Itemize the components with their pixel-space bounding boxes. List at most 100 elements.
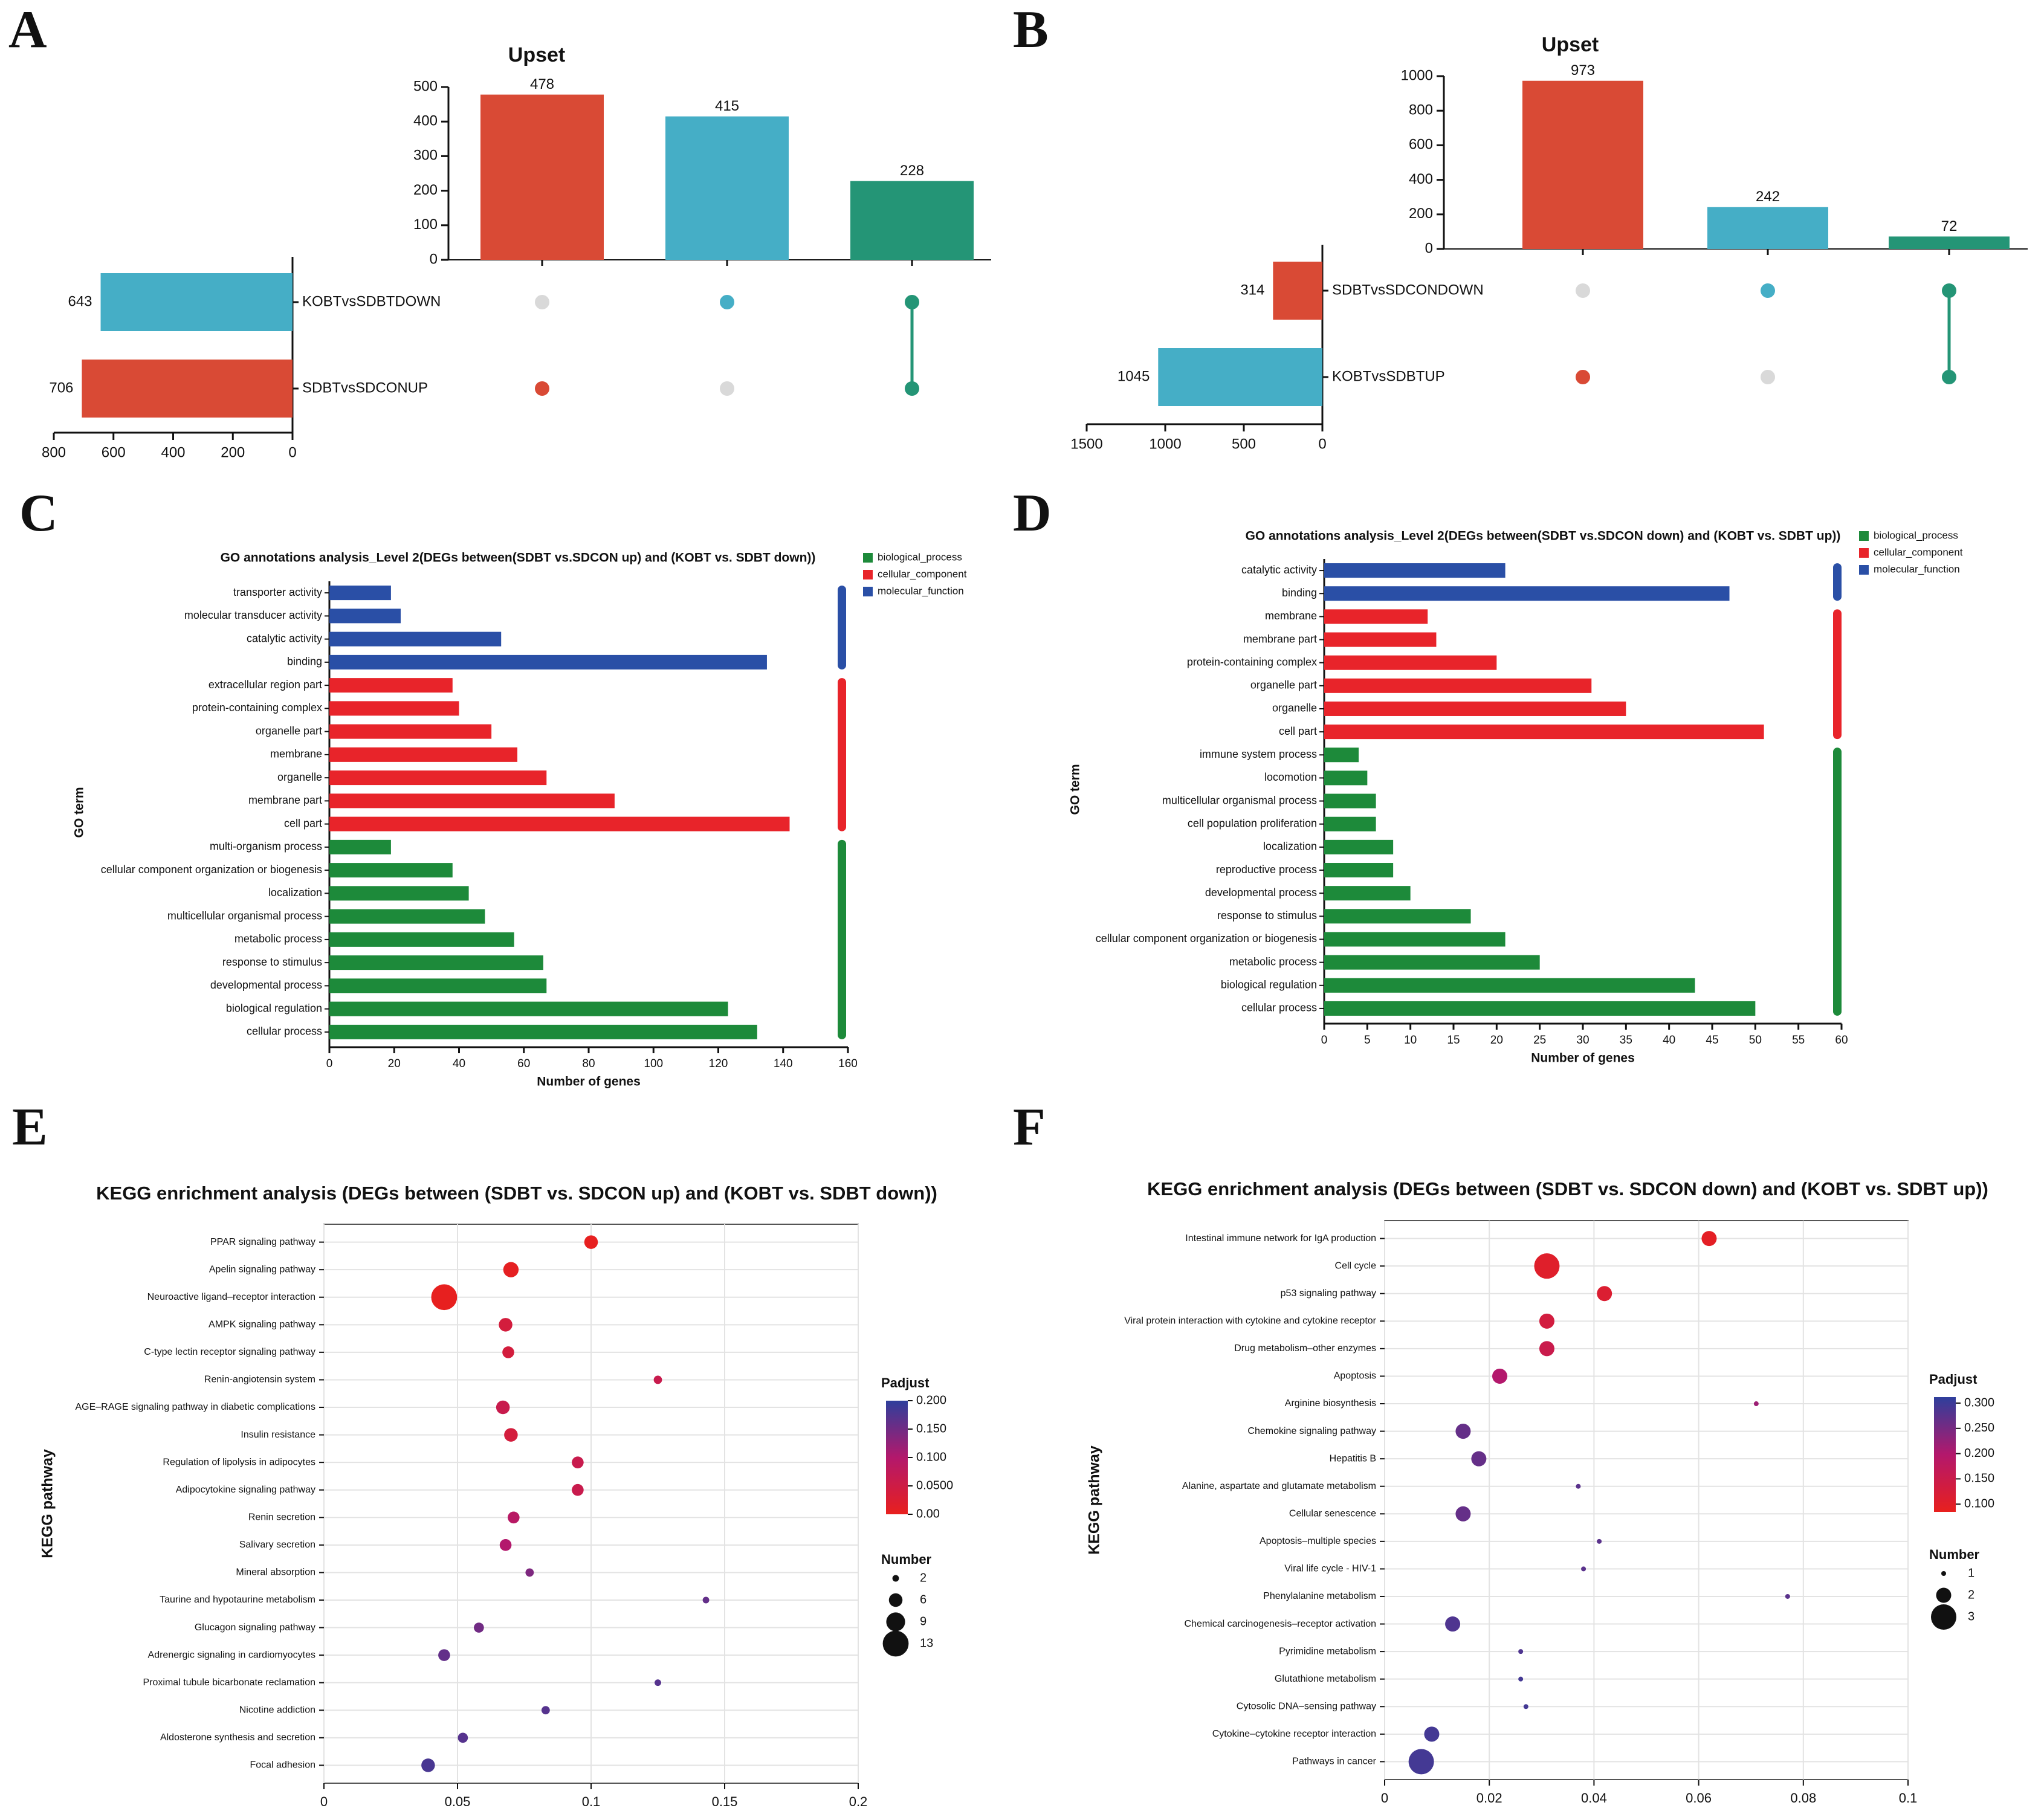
- go-term-label-d: membrane: [1265, 610, 1317, 622]
- go-group-indicator-d: [1833, 747, 1842, 1016]
- go-term-label-c: biological regulation: [226, 1002, 322, 1014]
- kegg-bubble-f: [1539, 1341, 1554, 1357]
- kegg-bubble-f: [1455, 1424, 1471, 1439]
- kegg-pathway-label-e: Apelin signaling pathway: [209, 1264, 315, 1274]
- go-title-c: GO annotations analysis_Level 2(DEGs bet…: [221, 551, 816, 565]
- go-bar-c: [329, 678, 453, 693]
- go-title-d: GO annotations analysis_Level 2(DEGs bet…: [1246, 529, 1841, 543]
- matrix-dot-a: [720, 381, 734, 396]
- kegg-xtick-label-f: 0.06: [1686, 1790, 1712, 1806]
- panel-label-d: D: [1013, 484, 1052, 543]
- go-y-axis-title-d: GO term: [1069, 764, 1082, 815]
- matrix-dot-b: [1576, 283, 1590, 298]
- go-bar-d: [1324, 725, 1764, 740]
- go-xtick-label-d: 5: [1364, 1034, 1371, 1047]
- go-term-label-d: organelle: [1272, 702, 1317, 714]
- kegg-xtick-label-f: 0.02: [1476, 1790, 1502, 1806]
- go-bar-c: [329, 654, 767, 670]
- go-bar-c: [329, 770, 547, 786]
- kegg-pathway-label-e: Nicotine addiction: [239, 1705, 315, 1715]
- padjust-tick-label-e: 0.00: [916, 1507, 940, 1520]
- upset-title-a: Upset: [508, 44, 565, 66]
- intersection-bar-a: [850, 181, 974, 260]
- set-xtick-label-a: 0: [288, 444, 296, 460]
- matrix-dot-a: [905, 295, 919, 309]
- go-group-indicator-c: [838, 586, 846, 670]
- kegg-pathway-label-f: Cellular senescence: [1289, 1509, 1376, 1519]
- go-legend-label-d: cellular_component: [1874, 546, 1963, 558]
- number-legend-dot-e: [886, 1612, 905, 1632]
- go-xtick-label-c: 80: [582, 1057, 595, 1070]
- go-xtick-label-c: 60: [517, 1057, 530, 1070]
- go-bar-c: [329, 631, 502, 647]
- go-legend-label-d: molecular_function: [1874, 563, 1960, 575]
- kegg-pathway-label-f: Drug metabolism–other enzymes: [1234, 1343, 1376, 1354]
- go-bar-d: [1324, 563, 1506, 578]
- kegg-pathway-label-f: Apoptosis–multiple species: [1260, 1536, 1376, 1546]
- number-legend-title-f: Number: [1929, 1547, 1980, 1562]
- set-xtick-label-b: 1000: [1149, 436, 1181, 452]
- number-legend-label-e: 6: [920, 1593, 927, 1606]
- kegg-pathway-label-e: Neuroactive ligand–receptor interaction: [147, 1292, 315, 1302]
- kegg-pathway-label-e: Regulation of lipolysis in adipocytes: [163, 1457, 315, 1467]
- matrix-dot-a: [535, 295, 549, 309]
- kegg-bubble-e: [584, 1235, 598, 1249]
- set-size-bar-b: [1273, 262, 1322, 320]
- set-name-label-a: KOBTvsSDBTDOWN: [302, 293, 441, 309]
- kegg-plot-frame-f: [1384, 1220, 1909, 1780]
- kegg-xtick-label-e: 0: [320, 1794, 328, 1809]
- kegg-bubble-f: [1518, 1649, 1524, 1654]
- kegg-bubble-f: [1701, 1231, 1717, 1247]
- kegg-bubble-f: [1597, 1538, 1602, 1544]
- kegg-pathway-label-f: Arginine biosynthesis: [1285, 1398, 1376, 1409]
- padjust-legend-title-f: Padjust: [1929, 1372, 1978, 1387]
- set-size-value-label-a: 706: [49, 379, 73, 396]
- kegg-pathway-label-f: Intestinal immune network for IgA produc…: [1185, 1233, 1376, 1244]
- kegg-pathway-label-e: AGE–RAGE signaling pathway in diabetic c…: [75, 1402, 315, 1412]
- kegg-bubble-e: [655, 1679, 661, 1687]
- go-bar-d: [1324, 609, 1428, 624]
- kegg-bubble-e: [702, 1596, 710, 1604]
- go-bar-c: [329, 886, 469, 901]
- matrix-dot-b: [1942, 283, 1956, 298]
- go-term-label-d: locomotion: [1264, 771, 1317, 783]
- go-bar-d: [1324, 678, 1592, 693]
- go-term-label-d: cell population proliferation: [1188, 817, 1317, 829]
- kegg-y-axis-title-e: KEGG pathway: [39, 1449, 56, 1558]
- go-term-label-d: cell part: [1279, 725, 1317, 737]
- kegg-pathway-label-e: Renin-angiotensin system: [204, 1375, 315, 1385]
- kegg-bubble-f: [1445, 1616, 1461, 1632]
- panel-label-b: B: [1013, 1, 1049, 59]
- set-name-label-a: SDBTvsSDCONUP: [302, 379, 428, 396]
- go-xtick-label-c: 120: [709, 1057, 728, 1070]
- set-name-label-b: KOBTvsSDBTUP: [1332, 368, 1445, 384]
- go-bar-c: [329, 793, 615, 809]
- go-term-label-d: metabolic process: [1229, 955, 1317, 967]
- set-size-value-label-b: 314: [1240, 282, 1264, 298]
- go-xtick-label-d: 10: [1404, 1034, 1417, 1047]
- kegg-pathway-label-e: Mineral absorption: [236, 1567, 315, 1578]
- go-term-label-d: cellular process: [1241, 1002, 1317, 1014]
- go-bar-c: [329, 747, 518, 762]
- panel-label-e: E: [12, 1098, 48, 1157]
- kegg-bubble-e: [508, 1511, 520, 1524]
- go-bar-d: [1324, 978, 1695, 993]
- number-legend-dot-e: [882, 1630, 909, 1657]
- kegg-pathway-label-f: Pathways in cancer: [1292, 1757, 1376, 1767]
- number-legend-title-e: Number: [881, 1552, 932, 1567]
- kegg-pathway-label-f: Cytokine–cytokine receptor interaction: [1212, 1729, 1376, 1739]
- kegg-pathway-label-e: Proximal tubule bicarbonate reclamation: [143, 1677, 315, 1688]
- upset-title-b: Upset: [1542, 33, 1599, 56]
- matrix-dot-a: [905, 381, 919, 396]
- go-y-axis-title-c: GO term: [73, 787, 86, 838]
- go-xtick-label-d: 55: [1792, 1034, 1805, 1047]
- go-xtick-label-d: 20: [1490, 1034, 1503, 1047]
- upset-ytick-label-b: 0: [1425, 240, 1433, 256]
- kegg-xtick-label-f: 0.04: [1581, 1790, 1607, 1806]
- go-bar-c: [329, 863, 453, 878]
- number-legend-dot-e: [892, 1575, 899, 1582]
- intersection-bar-b: [1522, 80, 1643, 250]
- intersection-bar-b: [1889, 236, 2010, 249]
- kegg-bubble-f: [1581, 1566, 1586, 1572]
- set-name-label-b: SDBTvsSDCONDOWN: [1332, 282, 1484, 298]
